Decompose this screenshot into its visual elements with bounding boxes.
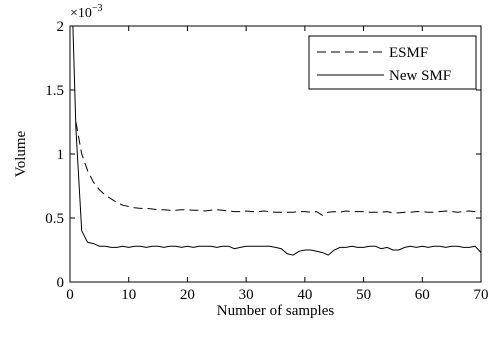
legend: ESMF New SMF <box>308 35 477 90</box>
x-tick-label: 10 <box>121 287 136 303</box>
x-tick-label: 0 <box>66 287 74 303</box>
series-line-new-smf <box>72 25 482 256</box>
y-tick-label: 2 <box>57 19 65 35</box>
y-tick-label: 0 <box>57 275 65 291</box>
x-tick-label: 70 <box>474 287 489 303</box>
series-line-esmf <box>75 121 481 216</box>
x-tick-label: 50 <box>356 287 371 303</box>
y-tick-label: 1 <box>57 147 65 163</box>
legend-label-new-smf: New SMF <box>389 68 451 84</box>
series-layer <box>72 25 482 256</box>
legend-box <box>308 35 477 90</box>
y-tick-label: 1.5 <box>45 83 64 99</box>
x-tick-label: 60 <box>415 287 430 303</box>
axis-ticks: 0 10 20 30 40 50 60 70 0 0.5 1 1.5 2 <box>45 19 488 303</box>
x-tick-label: 40 <box>297 287 312 303</box>
x-tick-label: 20 <box>180 287 195 303</box>
y-axis-multiplier: ×10−3 <box>70 3 103 21</box>
x-tick-label: 30 <box>239 287 254 303</box>
y-axis-label: Volume <box>13 130 29 177</box>
legend-label-esmf: ESMF <box>389 45 428 61</box>
x-axis-label: Number of samples <box>217 303 335 319</box>
y-tick-label: 0.5 <box>45 211 64 227</box>
